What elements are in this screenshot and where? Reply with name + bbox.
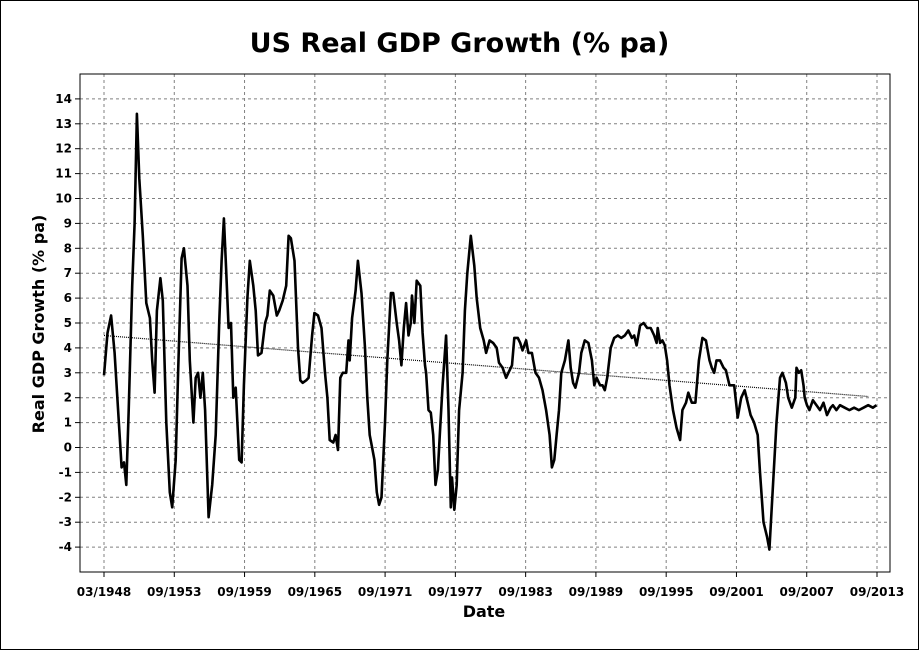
x-tick-label: 09/1971 [358,585,412,599]
y-tick-label: 0 [64,441,72,455]
x-tick-label: 09/1959 [217,585,271,599]
y-tick-label: 7 [64,266,72,280]
y-tick-label: 5 [64,316,72,330]
x-tick-label: 09/1953 [147,585,201,599]
y-tick-label: 2 [64,391,72,405]
x-tick-label: 09/2013 [850,585,904,599]
grid [80,74,890,572]
y-tick-label: 1 [64,416,72,430]
y-tick-label: 13 [55,117,72,131]
y-tick-label: 10 [55,192,72,206]
x-tick-label: 09/2001 [709,585,763,599]
x-tick-label: 09/2007 [779,585,833,599]
x-tick-label: 09/1965 [288,585,342,599]
y-tick-label: 8 [64,241,72,255]
y-tick-label: 6 [64,291,72,305]
chart-title: US Real GDP Growth (% pa) [249,28,670,59]
y-tick-label: -3 [59,515,72,529]
x-axis-title: Date [463,602,506,621]
y-tick-label: -2 [59,490,72,504]
y-axis-title: Real GDP Growth (% pa) [29,215,48,434]
x-axis: 03/1948 09/1953 09/1959 09/1965 09/1971 09/19… [77,572,904,599]
y-tick-label: 12 [55,142,72,156]
x-tick-label: 09/1977 [428,585,482,599]
x-tick-label: 09/1995 [639,585,693,599]
gdp-growth-line [102,112,878,551]
y-tick-label: 11 [55,167,72,181]
x-tick-label: 09/1989 [569,585,623,599]
series [102,112,878,551]
y-tick-label: 14 [55,92,72,106]
trend-line [103,334,869,398]
x-tick-label: 03/1948 [77,585,131,599]
y-tick-label: 4 [64,341,72,355]
x-tick-label: 09/1983 [498,585,552,599]
y-tick-label: 9 [64,216,72,230]
y-tick-label: -4 [59,540,72,554]
y-tick-label: -1 [59,465,72,479]
y-tick-label: 3 [64,366,72,380]
